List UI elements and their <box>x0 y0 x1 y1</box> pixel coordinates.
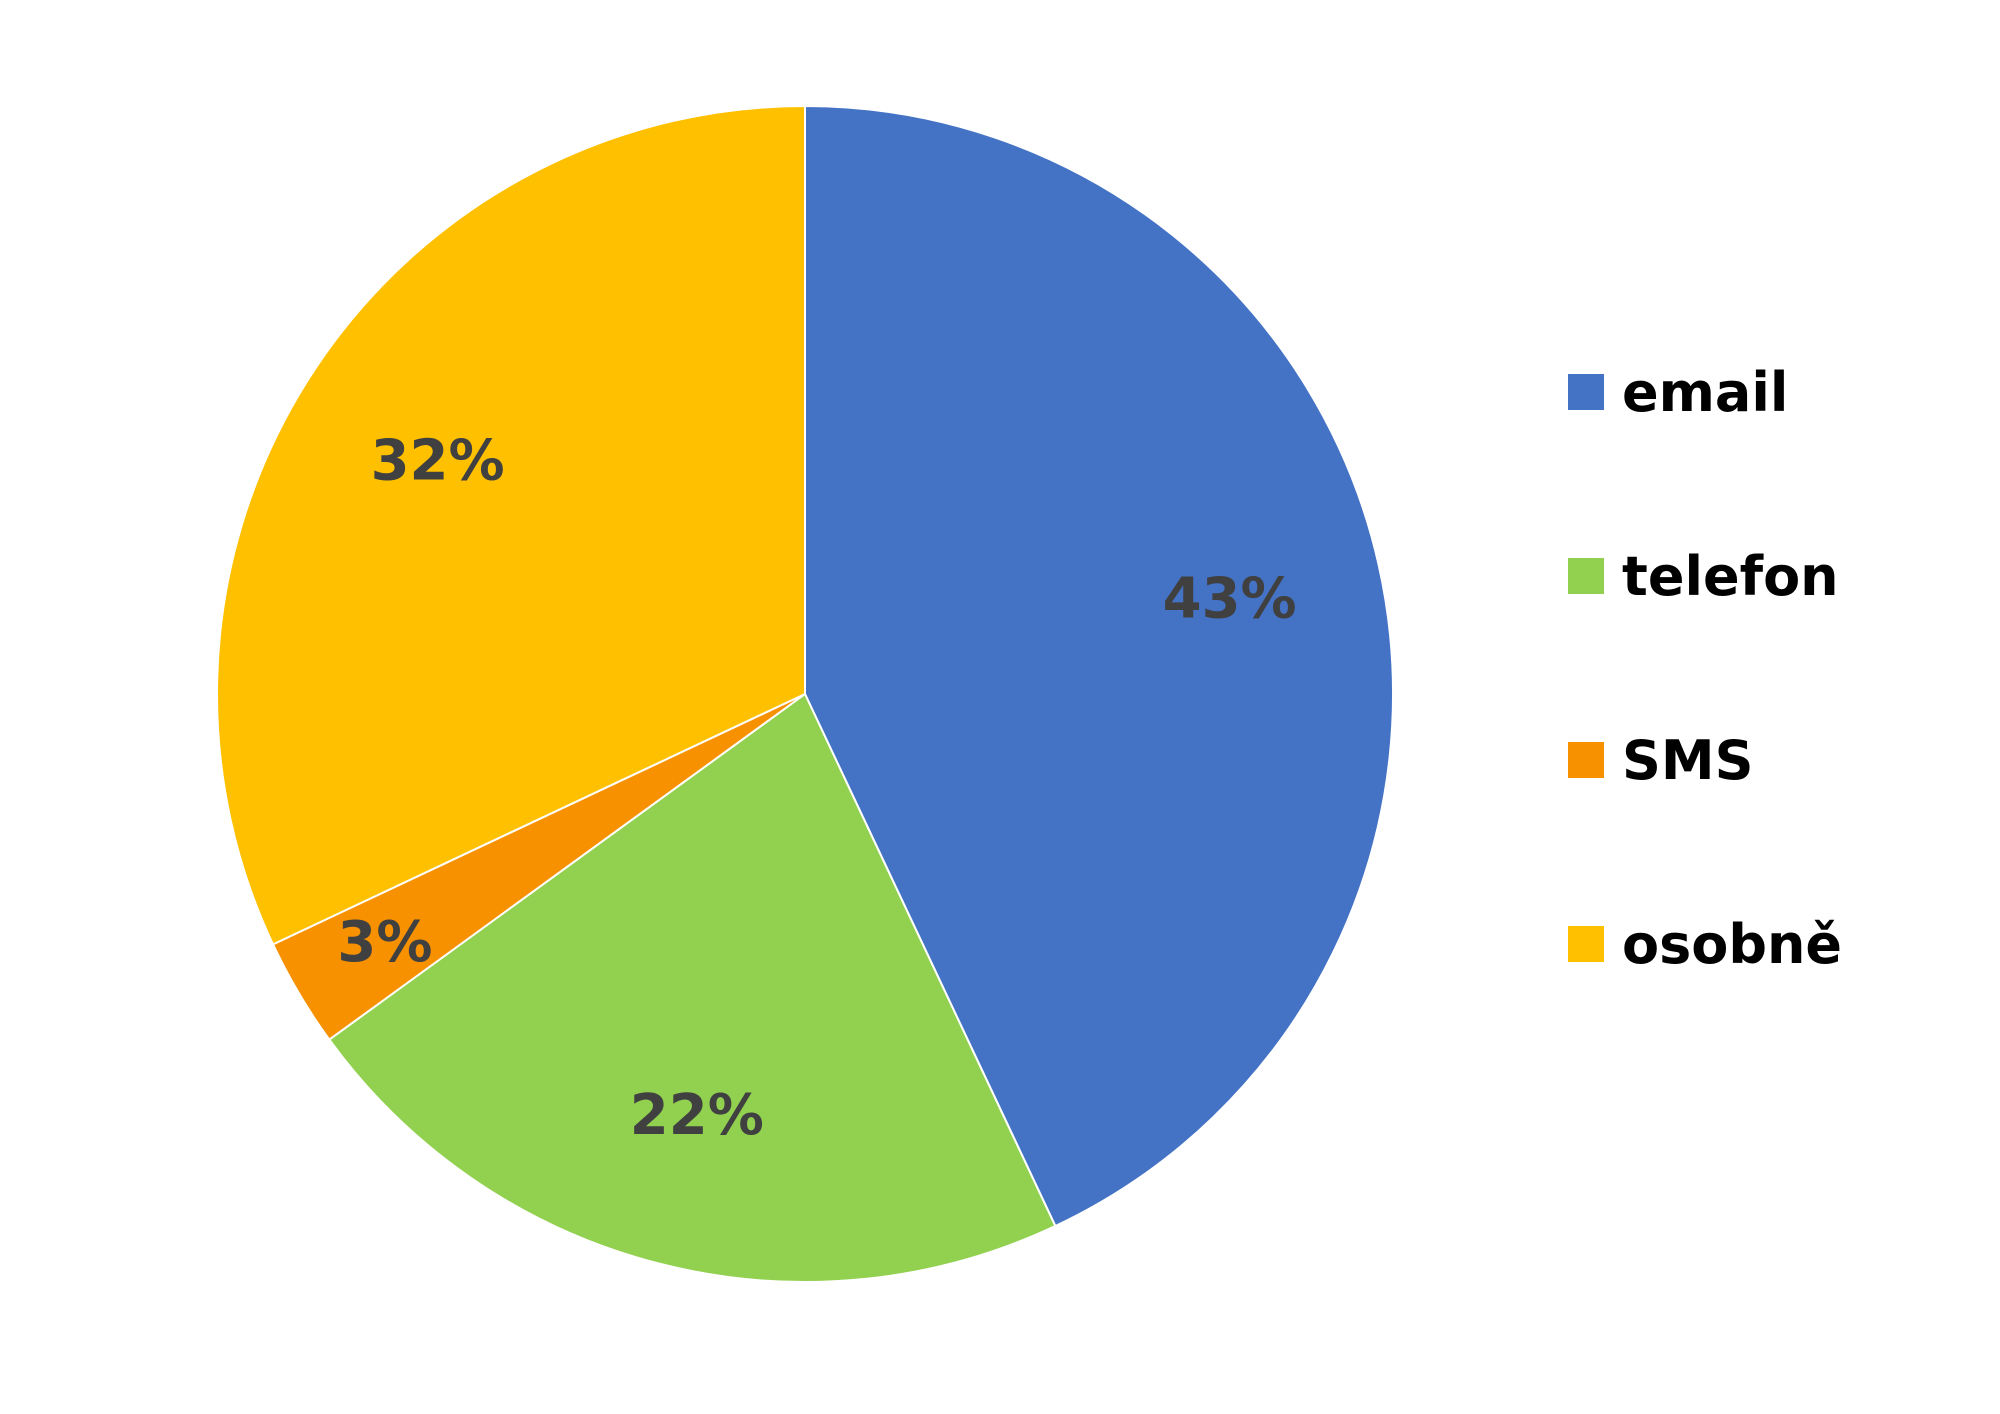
legend-swatch-osobně <box>1568 926 1604 962</box>
legend: email telefon SMS osobně <box>1568 360 1842 1096</box>
data-label-telefon: 22% <box>630 1083 764 1148</box>
legend-swatch-telefon <box>1568 558 1604 594</box>
legend-item-telefon: telefon <box>1568 544 1842 608</box>
legend-label-telefon: telefon <box>1622 544 1839 608</box>
legend-item-sms: SMS <box>1568 728 1842 792</box>
legend-item-osobně: osobně <box>1568 912 1842 976</box>
pie-slice-email <box>804 104 1395 1228</box>
data-label-sms: 3% <box>337 910 432 975</box>
legend-label-email: email <box>1622 360 1789 424</box>
pie-slices <box>216 104 1395 1284</box>
pie-slice-osobně <box>216 104 806 946</box>
legend-label-sms: SMS <box>1622 728 1754 792</box>
data-label-osobně: 32% <box>371 428 505 493</box>
data-label-email: 43% <box>1163 567 1297 632</box>
pie-data-labels: 43% 22% 3% 32% <box>337 428 1296 1148</box>
legend-swatch-sms <box>1568 742 1604 778</box>
pie-slice-telefon <box>327 692 1057 1284</box>
legend-label-osobně: osobně <box>1622 912 1843 976</box>
legend-item-email: email <box>1568 360 1842 424</box>
legend-swatch-email <box>1568 374 1604 410</box>
